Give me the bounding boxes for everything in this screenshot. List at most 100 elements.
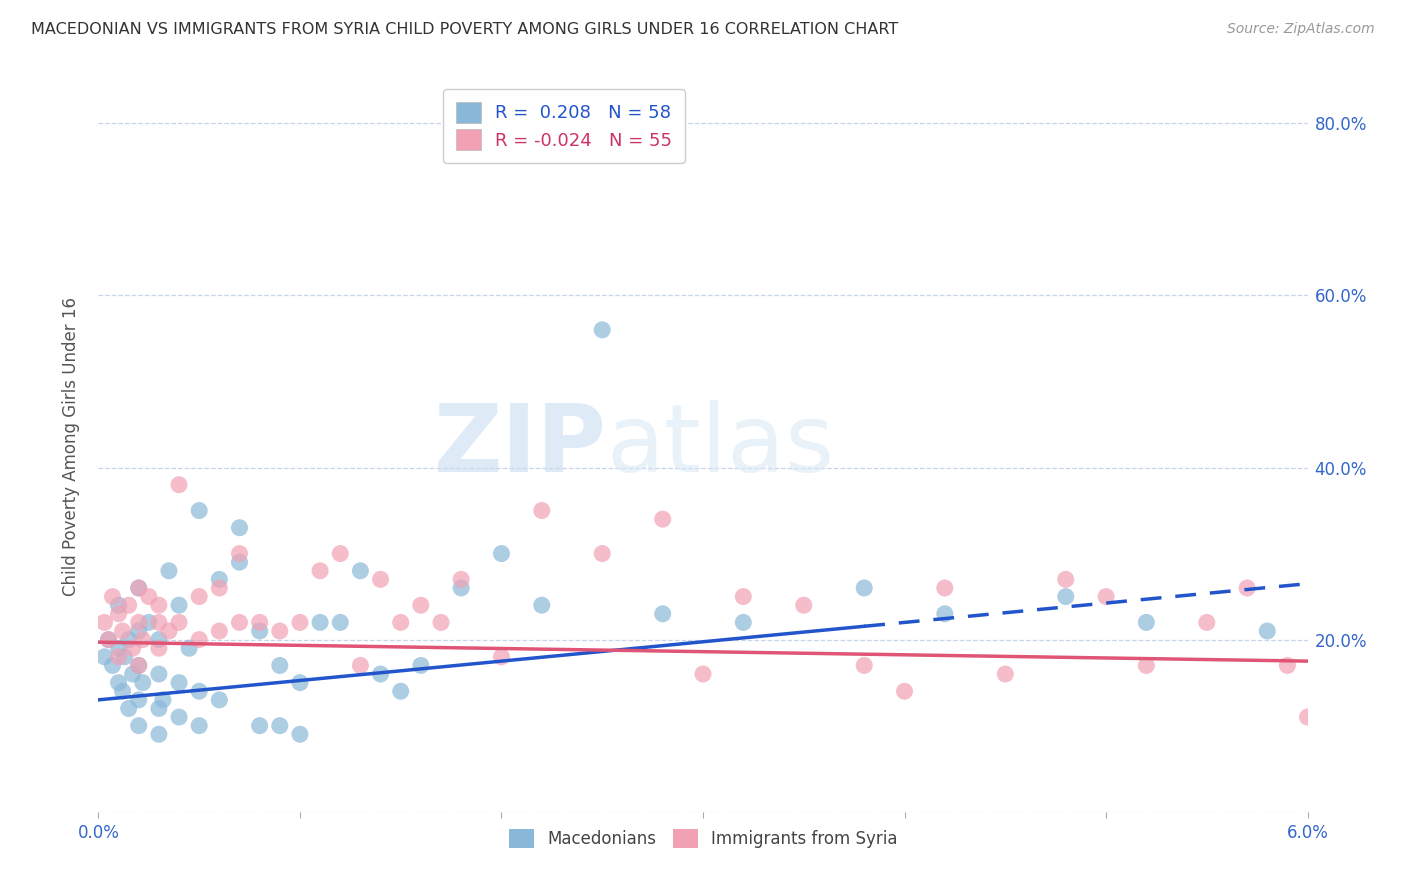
Point [853,581,876,595]
Point [288,615,311,630]
Point [128,693,150,707]
Point [118,598,141,612]
Point [121,667,143,681]
Point [692,667,714,681]
Point [430,615,453,630]
Text: Source: ZipAtlas.com: Source: ZipAtlas.com [1227,22,1375,37]
Point [733,590,755,604]
Point [148,641,170,656]
Point [114,649,136,664]
Point [188,719,211,733]
Point [228,521,250,535]
Text: atlas: atlas [606,400,835,492]
Point [370,667,392,681]
Point [128,581,150,595]
Point [208,581,231,595]
Point [1256,624,1278,638]
Point [167,675,190,690]
Point [1095,590,1118,604]
Point [591,323,613,337]
Point [309,615,332,630]
Point [1054,590,1077,604]
Point [179,641,201,656]
Point [138,615,160,630]
Point [107,649,129,664]
Point [228,547,250,561]
Legend: Macedonians, Immigrants from Syria: Macedonians, Immigrants from Syria [499,819,907,858]
Point [1316,658,1339,673]
Point [157,624,180,638]
Point [530,503,553,517]
Point [269,719,291,733]
Point [249,615,271,630]
Point [349,564,371,578]
Point [893,684,915,698]
Point [167,477,190,491]
Point [309,564,332,578]
Point [793,598,815,612]
Point [121,641,143,656]
Point [934,581,956,595]
Point [157,564,180,578]
Point [167,710,190,724]
Point [148,615,170,630]
Point [733,615,755,630]
Point [111,624,134,638]
Point [269,624,291,638]
Point [152,693,174,707]
Point [1135,658,1157,673]
Point [249,719,271,733]
Point [167,615,190,630]
Point [93,615,115,630]
Point [228,615,250,630]
Point [148,701,170,715]
Point [148,667,170,681]
Point [1195,615,1218,630]
Point [107,598,129,612]
Point [994,667,1017,681]
Point [128,658,150,673]
Text: MACEDONIAN VS IMMIGRANTS FROM SYRIA CHILD POVERTY AMONG GIRLS UNDER 16 CORRELATI: MACEDONIAN VS IMMIGRANTS FROM SYRIA CHIL… [31,22,898,37]
Point [167,598,190,612]
Point [651,607,673,621]
Point [1135,615,1157,630]
Point [591,547,613,561]
Point [128,581,150,595]
Point [409,598,432,612]
Point [97,632,120,647]
Point [128,719,150,733]
Point [101,658,124,673]
Point [389,615,412,630]
Point [208,573,231,587]
Point [128,658,150,673]
Point [288,675,311,690]
Point [132,675,155,690]
Point [349,658,371,673]
Point [228,555,250,569]
Point [128,615,150,630]
Point [188,503,211,517]
Point [491,547,513,561]
Point [107,607,129,621]
Point [188,590,211,604]
Point [530,598,553,612]
Point [389,684,412,698]
Point [208,624,231,638]
Point [329,615,352,630]
Point [138,590,160,604]
Point [934,607,956,621]
Point [97,632,120,647]
Point [208,693,231,707]
Point [450,581,472,595]
Point [188,684,211,698]
Point [370,573,392,587]
Point [853,658,876,673]
Point [288,727,311,741]
Point [148,632,170,647]
Point [329,547,352,561]
Point [148,727,170,741]
Point [269,658,291,673]
Y-axis label: Child Poverty Among Girls Under 16: Child Poverty Among Girls Under 16 [62,296,80,596]
Point [93,649,115,664]
Point [1296,710,1319,724]
